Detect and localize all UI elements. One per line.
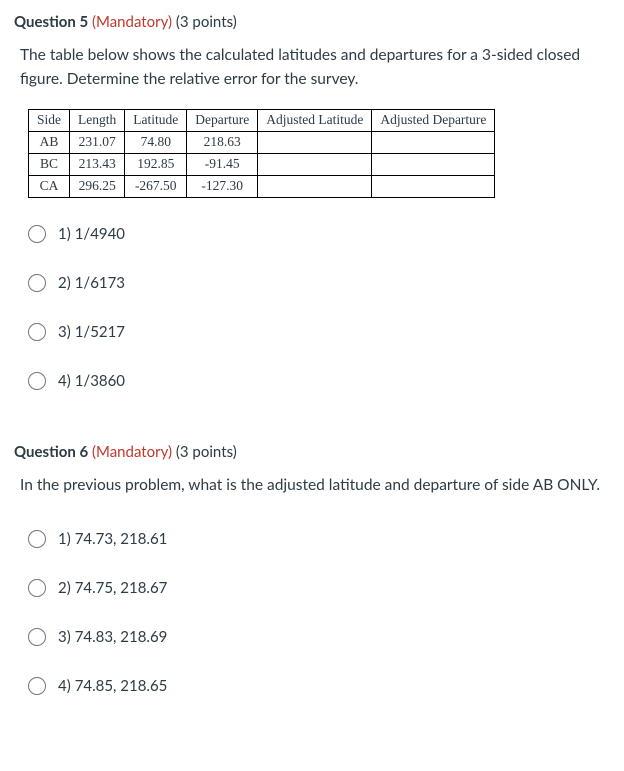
radio-icon [28, 323, 46, 341]
cell [258, 175, 372, 197]
col-length: Length [70, 110, 125, 132]
q6-option-4[interactable]: 4)74.85, 218.65 [28, 662, 610, 711]
radio-icon [28, 225, 46, 243]
col-latitude: Latitude [125, 110, 187, 132]
col-departure: Departure [187, 110, 258, 132]
question-6-text: In the previous problem, what is the adj… [20, 473, 610, 497]
question-6: Question 6 (Mandatory) (3 points) In the… [14, 442, 610, 711]
question-5-options: 1)1/4940 2)1/6173 3)1/5217 4)1/3860 [14, 210, 610, 406]
table-row: CA 296.25 -267.50 -127.30 [29, 175, 495, 197]
question-5: Question 5 (Mandatory) (3 points) The ta… [14, 12, 610, 406]
cell: -267.50 [125, 175, 187, 197]
question-5-text: The table below shows the calculated lat… [20, 43, 610, 91]
cell: 231.07 [70, 131, 125, 153]
question-5-header: Question 5 (Mandatory) (3 points) [14, 12, 610, 33]
q6-option-2[interactable]: 2)74.75, 218.67 [28, 564, 610, 613]
cell [372, 153, 495, 175]
question-6-header: Question 6 (Mandatory) (3 points) [14, 442, 610, 463]
question-6-options: 1)74.73, 218.61 2)74.75, 218.67 3)74.83,… [14, 515, 610, 711]
cell: 296.25 [70, 175, 125, 197]
radio-icon [28, 579, 46, 597]
question-5-table-wrap: Side Length Latitude Departure Adjusted … [28, 109, 610, 198]
q5-option-3[interactable]: 3)1/5217 [28, 308, 610, 357]
option-label: 1)1/4940 [58, 224, 125, 245]
option-label: 1)74.73, 218.61 [58, 529, 167, 550]
cell [372, 131, 495, 153]
col-side: Side [29, 110, 70, 132]
cell: 74.80 [125, 131, 187, 153]
cell: BC [29, 153, 70, 175]
option-label: 4)74.85, 218.65 [58, 676, 167, 697]
radio-icon [28, 530, 46, 548]
q6-option-3[interactable]: 3)74.83, 218.69 [28, 613, 610, 662]
q5-option-4[interactable]: 4)1/3860 [28, 357, 610, 406]
cell [258, 131, 372, 153]
question-5-title: Question 5 [14, 13, 88, 31]
table-header-row: Side Length Latitude Departure Adjusted … [29, 110, 495, 132]
cell: -127.30 [187, 175, 258, 197]
option-label: 3)1/5217 [58, 322, 125, 343]
option-label: 3)74.83, 218.69 [58, 627, 167, 648]
table-row: AB 231.07 74.80 218.63 [29, 131, 495, 153]
question-5-points: (3 points) [176, 13, 237, 31]
cell: AB [29, 131, 70, 153]
radio-icon [28, 628, 46, 646]
q5-option-2[interactable]: 2)1/6173 [28, 259, 610, 308]
radio-icon [28, 274, 46, 292]
question-6-mandatory: (Mandatory) [92, 443, 172, 461]
table-row: BC 213.43 192.85 -91.45 [29, 153, 495, 175]
col-adj-lat: Adjusted Latitude [258, 110, 372, 132]
q6-option-1[interactable]: 1)74.73, 218.61 [28, 515, 610, 564]
cell [258, 153, 372, 175]
cell: 218.63 [187, 131, 258, 153]
cell: CA [29, 175, 70, 197]
q5-option-1[interactable]: 1)1/4940 [28, 210, 610, 259]
cell: 213.43 [70, 153, 125, 175]
survey-table: Side Length Latitude Departure Adjusted … [28, 109, 495, 198]
cell: -91.45 [187, 153, 258, 175]
option-label: 2)1/6173 [58, 273, 125, 294]
cell: 192.85 [125, 153, 187, 175]
radio-icon [28, 372, 46, 390]
radio-icon [28, 677, 46, 695]
cell [372, 175, 495, 197]
option-label: 2)74.75, 218.67 [58, 578, 167, 599]
col-adj-dep: Adjusted Departure [372, 110, 495, 132]
question-5-mandatory: (Mandatory) [92, 13, 172, 31]
option-label: 4)1/3860 [58, 371, 125, 392]
question-6-points: (3 points) [176, 443, 237, 461]
question-6-title: Question 6 [14, 443, 88, 461]
